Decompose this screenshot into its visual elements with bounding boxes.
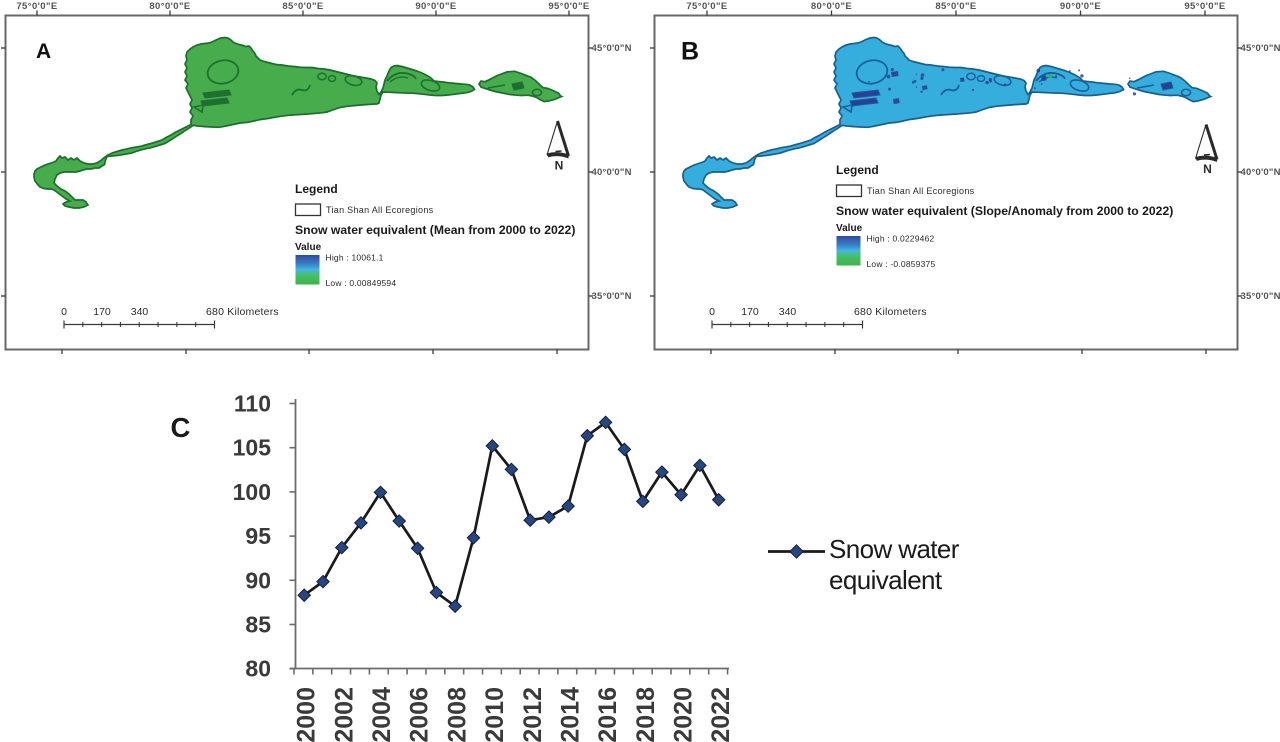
svg-text:2018: 2018 (632, 687, 660, 742)
svg-text:90°0'0"E: 90°0'0"E (1060, 1, 1101, 12)
svg-text:2012: 2012 (519, 687, 547, 742)
svg-text:2016: 2016 (594, 687, 622, 742)
svg-text:A: A (36, 40, 51, 63)
svg-text:N: N (1203, 162, 1212, 176)
svg-text:Snow water equivalent (Slope/A: Snow water equivalent (Slope/Anomaly fro… (836, 204, 1173, 218)
svg-text:85°0'0"E: 85°0'0"E (282, 1, 323, 12)
svg-text:equivalent: equivalent (829, 565, 943, 595)
svg-text:680 Kilometers: 680 Kilometers (854, 306, 927, 318)
svg-text:2000: 2000 (293, 687, 321, 742)
svg-text:35°0'0"N: 35°0'0"N (592, 291, 632, 302)
svg-text:40°0'0"N: 40°0'0"N (1241, 167, 1280, 178)
svg-text:Snow water: Snow water (829, 534, 960, 564)
svg-text:170: 170 (741, 306, 759, 318)
svg-text:75°0'0"E: 75°0'0"E (16, 1, 57, 12)
svg-text:95: 95 (245, 523, 271, 549)
svg-text:Legend: Legend (295, 182, 338, 196)
svg-text:N: N (555, 159, 564, 173)
svg-text:Snow water equivalent (Mean fr: Snow water equivalent (Mean from 2000 to… (295, 223, 575, 237)
svg-text:2010: 2010 (481, 687, 509, 742)
svg-text:100: 100 (233, 479, 271, 505)
svg-text:110: 110 (234, 391, 271, 417)
svg-text:2004: 2004 (368, 687, 396, 742)
svg-text:2002: 2002 (330, 687, 358, 742)
svg-text:C: C (171, 412, 191, 443)
svg-text:35°0'0"N: 35°0'0"N (1241, 291, 1280, 302)
svg-text:Tian Shan All Ecoregions: Tian Shan All Ecoregions (867, 186, 975, 196)
svg-text:0: 0 (61, 306, 67, 318)
svg-text:40°0'0"N: 40°0'0"N (592, 167, 632, 178)
svg-text:Low : -0.0859375: Low : -0.0859375 (867, 259, 936, 269)
svg-text:Value: Value (836, 223, 863, 234)
svg-text:High : 10061.1: High : 10061.1 (326, 253, 384, 263)
svg-text:B: B (681, 38, 699, 66)
svg-text:2006: 2006 (406, 687, 434, 742)
svg-text:170: 170 (93, 306, 111, 318)
svg-text:Value: Value (295, 242, 322, 253)
svg-text:0: 0 (709, 306, 715, 318)
svg-text:Legend: Legend (836, 163, 879, 177)
svg-text:2008: 2008 (443, 687, 471, 742)
svg-text:45°0'0"N: 45°0'0"N (592, 43, 632, 54)
svg-text:90°0'0"E: 90°0'0"E (415, 1, 456, 12)
svg-text:105: 105 (233, 435, 272, 461)
svg-text:85: 85 (245, 612, 271, 638)
svg-text:95°0'0"E: 95°0'0"E (1184, 1, 1225, 12)
svg-text:80°0'0"E: 80°0'0"E (811, 1, 852, 12)
svg-text:90: 90 (245, 567, 271, 593)
svg-text:2020: 2020 (670, 687, 698, 742)
svg-text:95°0'0"E: 95°0'0"E (548, 1, 589, 12)
svg-text:85°0'0"E: 85°0'0"E (935, 1, 976, 12)
svg-text:2014: 2014 (556, 687, 584, 742)
svg-text:340: 340 (131, 306, 149, 318)
svg-text:45°0'0"N: 45°0'0"N (1241, 43, 1280, 54)
svg-text:Low : 0.00849594: Low : 0.00849594 (326, 278, 397, 288)
svg-text:680 Kilometers: 680 Kilometers (206, 306, 279, 318)
svg-text:High : 0.0229462: High : 0.0229462 (867, 234, 935, 244)
svg-text:340: 340 (779, 306, 797, 318)
svg-text:Tian Shan All Ecoregions: Tian Shan All Ecoregions (326, 205, 434, 215)
svg-text:80: 80 (245, 656, 271, 682)
svg-text:80°0'0"E: 80°0'0"E (149, 1, 190, 12)
svg-text:75°0'0"E: 75°0'0"E (686, 1, 727, 12)
svg-text:2022: 2022 (707, 687, 735, 742)
